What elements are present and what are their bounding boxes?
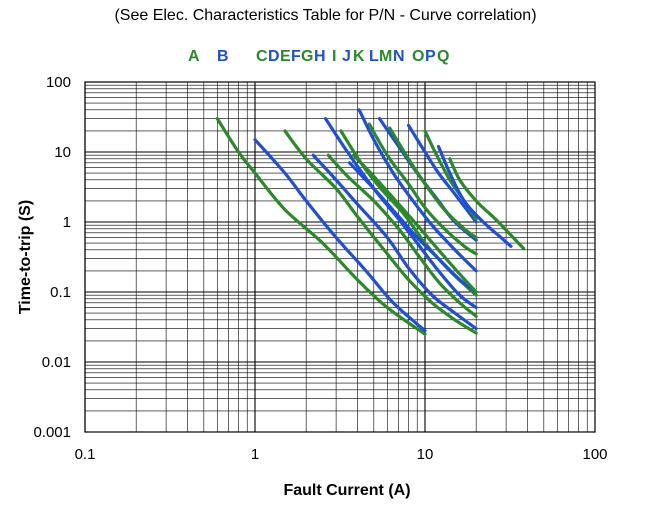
y-axis-title: Time-to-trip (S) bbox=[17, 200, 34, 314]
legend-item-p: P bbox=[425, 48, 436, 65]
legend-item-h: H bbox=[314, 48, 326, 65]
series-line-a bbox=[215, 117, 427, 336]
series-line-p bbox=[436, 144, 513, 248]
series-line-f bbox=[323, 117, 478, 310]
series-line-i bbox=[352, 153, 478, 294]
series-line-k bbox=[367, 122, 478, 256]
series-line-b bbox=[253, 138, 427, 333]
legend-item-m: M bbox=[379, 48, 393, 65]
legend-item-j: J bbox=[342, 48, 351, 65]
series-line-c bbox=[283, 129, 478, 335]
x-tick-label: 0.1 bbox=[75, 446, 96, 463]
x-tick-label: 100 bbox=[582, 446, 607, 463]
series-group bbox=[215, 108, 526, 336]
x-tick-label: 10 bbox=[417, 446, 434, 463]
legend-item-b: B bbox=[217, 48, 229, 65]
series-line-m bbox=[388, 126, 478, 240]
series-line-h bbox=[348, 161, 478, 294]
legend-item-k: K bbox=[353, 48, 365, 65]
legend-item-g: G bbox=[301, 48, 314, 65]
legend-item-c: C bbox=[256, 48, 268, 65]
legend: A B C D E F G H I J K L M N O P Q bbox=[0, 48, 651, 68]
grid bbox=[84, 82, 595, 433]
series-line-e bbox=[326, 153, 478, 318]
series-line-j bbox=[357, 108, 478, 273]
legend-item-e: E bbox=[280, 48, 291, 65]
legend-item-d: D bbox=[268, 48, 280, 65]
legend-item-n: N bbox=[393, 48, 405, 65]
series-line-n bbox=[406, 123, 478, 224]
series-line-q bbox=[448, 157, 526, 250]
x-tick-label: 1 bbox=[251, 446, 259, 463]
tick-labels: 0.1 1 10 100 0.001 0.01 0.1 1 10 100 bbox=[33, 74, 607, 463]
legend-item-f: F bbox=[291, 48, 301, 65]
chart-subtitle: (See Elec. Characteristics Table for P/N… bbox=[114, 7, 537, 24]
series-line-d bbox=[311, 153, 478, 331]
plot-frame bbox=[84, 81, 596, 433]
y-tick-label: 0.1 bbox=[50, 284, 71, 301]
legend-item-l: L bbox=[369, 48, 379, 65]
legend-item-o: O bbox=[412, 48, 425, 65]
y-tick-label: 100 bbox=[46, 74, 71, 91]
y-tick-label: 0.001 bbox=[33, 424, 71, 441]
legend-item-q: Q bbox=[437, 48, 450, 65]
x-axis-title: Fault Current (A) bbox=[283, 482, 410, 499]
legend-item-i: I bbox=[332, 48, 337, 65]
y-tick-label: 1 bbox=[63, 214, 71, 231]
y-tick-label: 0.01 bbox=[42, 354, 71, 371]
y-tick-label: 10 bbox=[54, 144, 71, 161]
legend-item-a: A bbox=[188, 48, 200, 65]
